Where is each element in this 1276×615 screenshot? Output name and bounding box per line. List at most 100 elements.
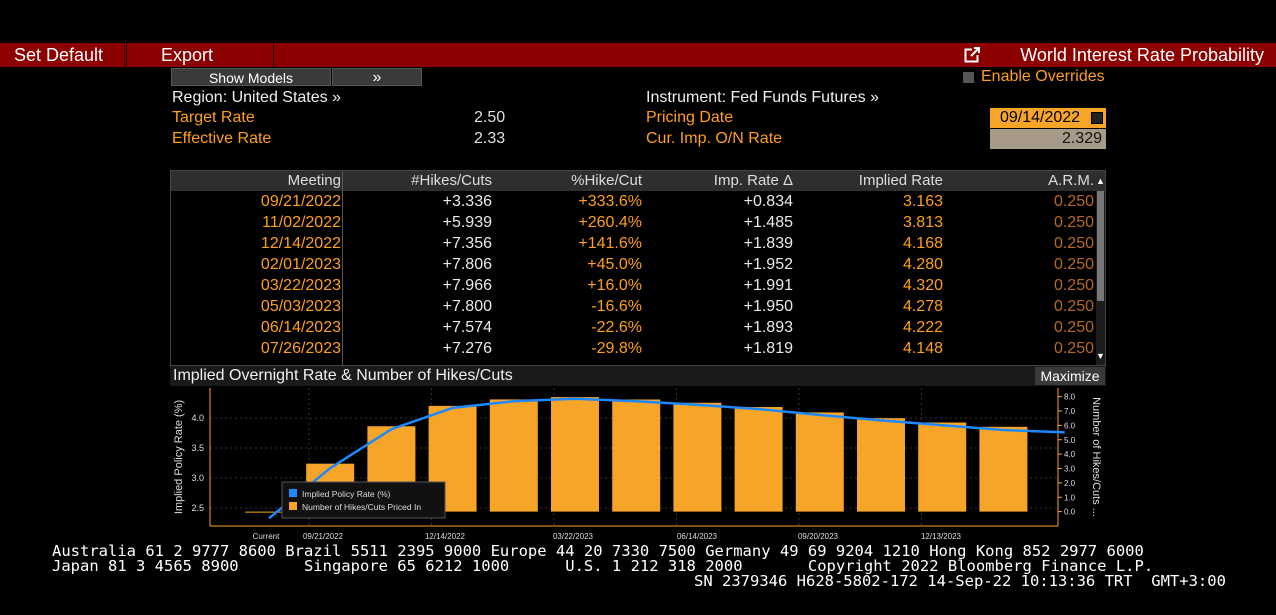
bar-hikes-cuts (857, 418, 905, 512)
table-row[interactable]: 07/26/2023 +7.276 -29.8% +1.819 4.148 0.250 (171, 338, 1097, 359)
table-row[interactable]: 05/03/2023 +7.800 -16.6% +1.950 4.278 0.250 (171, 296, 1097, 317)
cell-hikes-cuts: +5.939 (442, 214, 492, 231)
y2-tick-label: 3.0 (1064, 465, 1076, 474)
cur-imp-rate-label: Cur. Imp. O/N Rate (646, 130, 783, 147)
table-row[interactable]: 12/14/2022 +7.356 +141.6% +1.839 4.168 0.250 (171, 233, 1097, 254)
legend-label-line: Implied Policy Rate (%) (302, 489, 391, 499)
y2-tick-label: 2.0 (1064, 479, 1076, 488)
col-hikes-cuts[interactable]: #Hikes/Cuts (411, 172, 492, 189)
footer-contacts-line2: Japan 81 3 4565 8900 Singapore 65 6212 1… (52, 557, 1154, 575)
y2-tick-label: 8.0 (1064, 393, 1076, 402)
cell-pct-hike-cut: -16.6% (591, 298, 642, 315)
maximize-button[interactable]: Maximize (1035, 367, 1105, 385)
cell-arm: 0.250 (1053, 214, 1094, 231)
bar-hikes-cuts (489, 399, 538, 512)
cell-hikes-cuts: +7.574 (442, 319, 492, 336)
enable-overrides-checkbox[interactable] (963, 72, 974, 83)
x-tick-label: 03/22/2023 (553, 532, 594, 541)
cell-meeting: 06/14/2023 (260, 319, 341, 336)
instrument-selector[interactable]: Instrument: Fed Funds Futures » (646, 89, 879, 106)
expand-chevron-button[interactable]: » (332, 68, 422, 86)
effective-rate-value: 2.33 (474, 130, 506, 147)
cell-meeting: 05/03/2023 (260, 298, 341, 315)
calendar-icon[interactable] (1091, 112, 1103, 124)
show-models-button[interactable]: Show Models (171, 68, 331, 86)
target-rate-label: Target Rate (172, 109, 255, 126)
bar-hikes-cuts (918, 422, 967, 512)
col-meeting[interactable]: Meeting (287, 172, 341, 189)
y-tick-label: 3.5 (191, 443, 204, 453)
cell-meeting: 12/14/2022 (260, 235, 341, 252)
scroll-down-icon[interactable]: ▼ (1096, 351, 1105, 361)
table-header (171, 171, 1105, 191)
x-tick-label: 09/21/2022 (303, 532, 344, 541)
column-divider (342, 171, 343, 365)
target-rate-value: 2.50 (474, 109, 506, 126)
y-axis-title: Implied Policy Rate (%) (173, 400, 185, 514)
bar-hikes-cuts (979, 426, 1028, 512)
cell-imp-rate-delta: +1.839 (743, 235, 793, 252)
cell-pct-hike-cut: +16.0% (587, 277, 642, 294)
cell-arm: 0.250 (1053, 298, 1094, 315)
table-row[interactable]: 09/21/2022 +3.336 +333.6% +0.834 3.163 0.250 (171, 191, 1097, 212)
y-tick-label: 3.0 (191, 473, 204, 483)
cell-arm: 0.250 (1053, 277, 1094, 294)
table-row[interactable]: 03/22/2023 +7.966 +16.0% +1.991 4.320 0.250 (171, 275, 1097, 296)
meetings-table: Meeting #Hikes/Cuts %Hike/Cut Imp. Rate … (170, 170, 1106, 366)
bar-hikes-cuts (245, 511, 293, 513)
rate-chart: 2.5 3.0 3.5 4.0 0.0 1.0 2.0 3.0 4.0 5.0 6.0 7.0 8.0 C… (173, 388, 1102, 541)
cell-implied-rate: 4.320 (902, 277, 943, 294)
cell-pct-hike-cut: +45.0% (587, 256, 642, 273)
table-row[interactable]: 02/01/2023 +7.806 +45.0% +1.952 4.280 0.250 (171, 254, 1097, 275)
cell-implied-rate: 4.168 (902, 235, 943, 252)
cell-meeting: 07/26/2023 (260, 340, 341, 357)
table-row[interactable]: 06/14/2023 +7.574 -22.6% +1.893 4.222 0.250 (171, 317, 1097, 338)
y2-tick-label: 5.0 (1064, 436, 1076, 445)
legend-swatch-line (289, 489, 297, 497)
cell-meeting: 09/21/2022 (260, 193, 341, 210)
cell-hikes-cuts: +7.356 (442, 235, 492, 252)
cell-pct-hike-cut: +141.6% (578, 235, 642, 252)
effective-rate-label: Effective Rate (172, 130, 272, 147)
cell-imp-rate-delta: +1.819 (743, 340, 793, 357)
cell-hikes-cuts: +7.800 (442, 298, 492, 315)
pricing-date-label: Pricing Date (646, 109, 734, 126)
col-implied-rate[interactable]: Implied Rate (858, 172, 943, 189)
x-tick-label: 12/13/2023 (921, 532, 962, 541)
legend-box (281, 481, 446, 519)
cell-hikes-cuts: +3.336 (442, 193, 492, 210)
chart-header: Implied Overnight Rate & Number of Hikes… (170, 366, 1106, 386)
legend-swatch-bar (289, 502, 297, 510)
legend-label-bar: Number of Hikes/Cuts Priced In (302, 502, 421, 512)
external-launch-icon[interactable] (964, 47, 980, 63)
region-selector[interactable]: Region: United States » (172, 89, 341, 106)
bar-hikes-cuts (795, 412, 844, 512)
bar-hikes-cuts (734, 407, 783, 512)
col-pct-hike-cut[interactable]: %Hike/Cut (571, 172, 642, 189)
table-row[interactable]: 11/02/2022 +5.939 +260.4% +1.485 3.813 0.250 (171, 212, 1097, 233)
cell-pct-hike-cut: -22.6% (591, 319, 642, 336)
line-implied-policy-rate (268, 397, 1065, 520)
y2-axis-title: Number of Hikes/Cuts ... (1090, 397, 1102, 517)
x-tick-label: 12/14/2022 (425, 532, 466, 541)
enable-overrides-label[interactable]: Enable Overrides (981, 68, 1105, 85)
cur-imp-rate-input[interactable]: 2.329 (990, 129, 1106, 149)
cell-implied-rate: 3.163 (902, 193, 943, 210)
pricing-date-input[interactable]: 09/14/2022 (990, 108, 1106, 128)
y2-tick-label: 6.0 (1064, 421, 1076, 430)
scroll-up-icon[interactable]: ▲ (1096, 176, 1105, 186)
bar-hikes-cuts (612, 399, 661, 512)
cell-imp-rate-delta: +1.485 (743, 214, 793, 231)
table-scroll-thumb[interactable] (1097, 191, 1104, 301)
col-imp-rate-delta[interactable]: Imp. Rate Δ (713, 172, 793, 189)
col-arm[interactable]: A.R.M. (1048, 172, 1094, 189)
set-default-button[interactable]: Set Default (0, 43, 125, 67)
title-bar: Set Default Export World Interest Rate P… (0, 43, 1276, 67)
cell-implied-rate: 3.813 (902, 214, 943, 231)
y-tick-label: 2.5 (191, 503, 204, 513)
cell-pct-hike-cut: +333.6% (578, 193, 642, 210)
cell-meeting: 11/02/2022 (262, 214, 341, 231)
cell-imp-rate-delta: +1.991 (743, 277, 793, 294)
y2-tick-label: 4.0 (1064, 450, 1076, 459)
export-button[interactable]: Export (126, 43, 274, 67)
